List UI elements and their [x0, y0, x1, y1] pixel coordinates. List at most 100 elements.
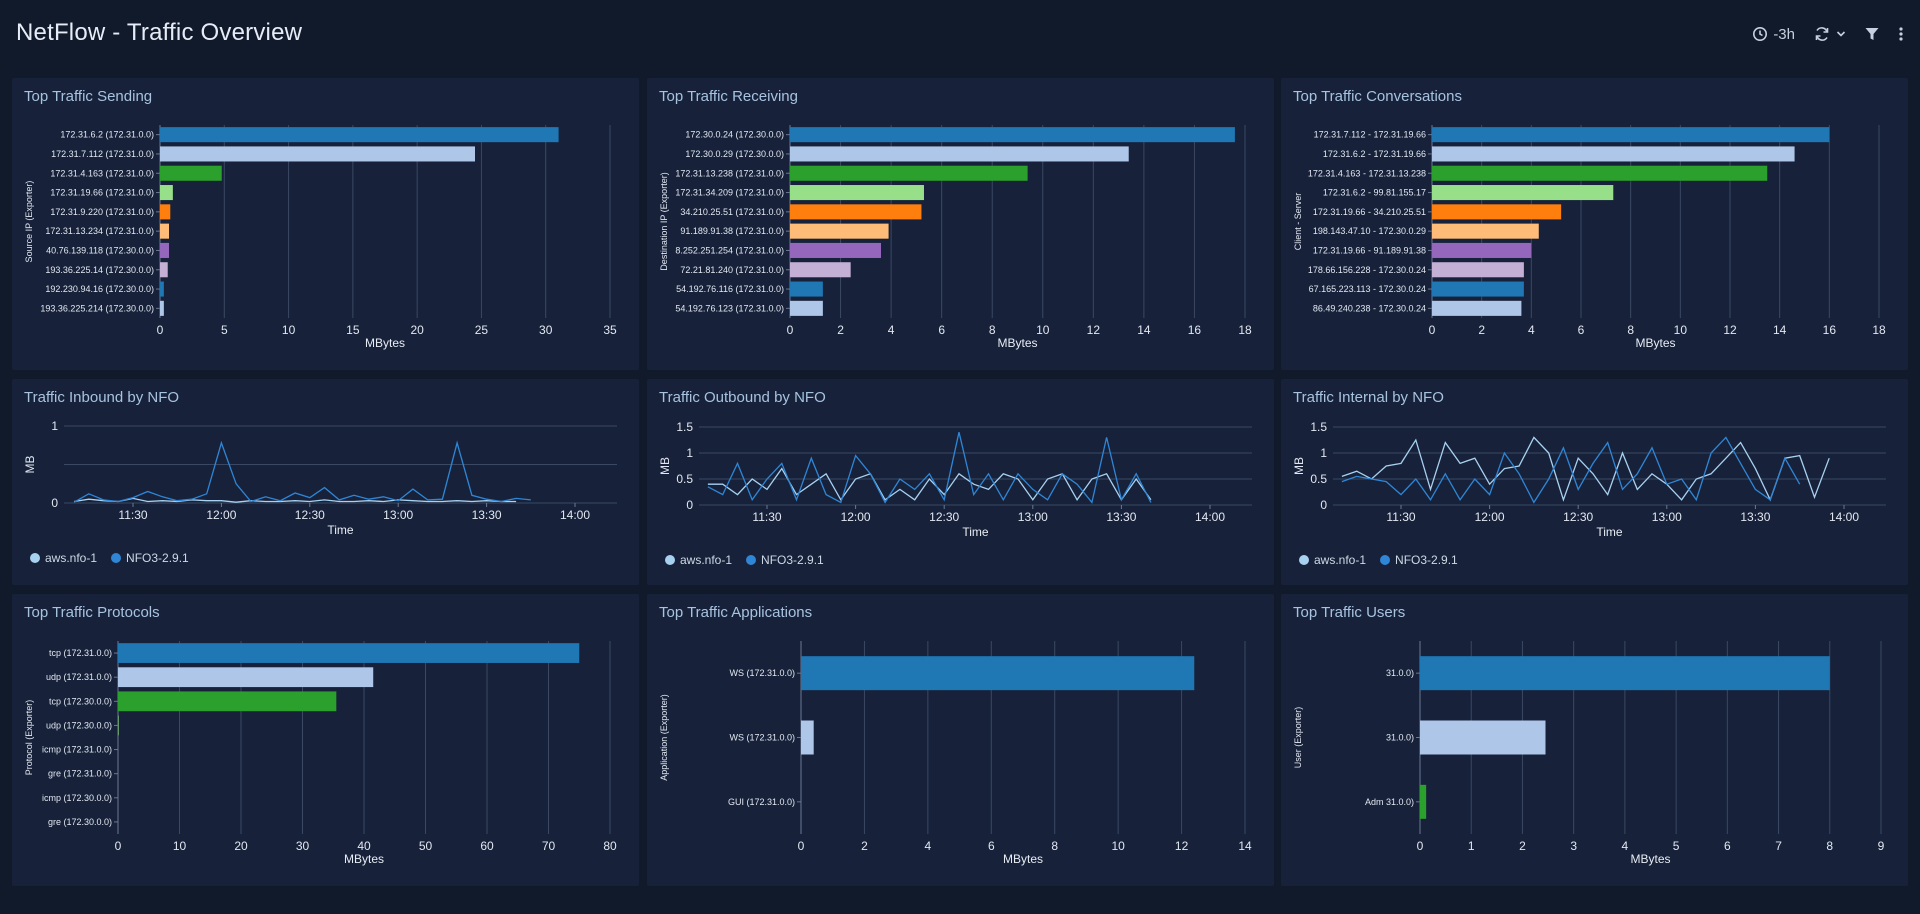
- bar[interactable]: [160, 127, 559, 143]
- y-tick-label: tcp (172.30.0.0): [49, 696, 112, 706]
- bar[interactable]: [1432, 204, 1562, 220]
- bar[interactable]: [790, 223, 889, 239]
- y-tick-label: 67.165.223.113 - 172.30.0.24: [1309, 284, 1426, 294]
- bar[interactable]: [118, 667, 374, 688]
- bar[interactable]: [1432, 281, 1524, 297]
- bar[interactable]: [1420, 784, 1427, 819]
- bar[interactable]: [790, 262, 851, 278]
- bar[interactable]: [790, 300, 823, 316]
- x-axis-label: Time: [327, 523, 354, 537]
- bar[interactable]: [1432, 185, 1614, 201]
- y-axis-label: MB: [658, 457, 672, 475]
- bar[interactable]: [160, 185, 173, 201]
- y-axis-label: Application (Exporter): [659, 694, 669, 781]
- bar[interactable]: [1432, 146, 1795, 162]
- x-tick-label: 18: [1872, 323, 1886, 337]
- series-line[interactable]: [1341, 436, 1801, 504]
- legend-item-nfo3[interactable]: NFO3-2.9.1: [111, 551, 189, 565]
- x-tick-label: 13:30: [1740, 510, 1770, 524]
- series-line[interactable]: [1341, 436, 1830, 502]
- x-tick-label: 13:30: [1106, 510, 1136, 524]
- bar[interactable]: [790, 242, 881, 258]
- legend-item-aws[interactable]: aws.nfo-1: [30, 551, 97, 565]
- bar[interactable]: [1432, 300, 1522, 316]
- y-tick-label: 172.30.0.29 (172.30.0.0): [685, 149, 784, 159]
- x-tick-label: 18: [1238, 323, 1252, 337]
- more-vertical-icon: [1899, 27, 1903, 41]
- x-tick-label: 25: [475, 323, 489, 337]
- bar[interactable]: [1420, 656, 1830, 691]
- panel-title: Traffic Outbound by NFO: [659, 389, 826, 406]
- legend-item-aws[interactable]: aws.nfo-1: [665, 553, 732, 567]
- bar[interactable]: [118, 691, 337, 712]
- x-tick-label: 11:30: [1386, 510, 1415, 524]
- bar-chart: 0 2 4 6 8 10 12 14 16 18 172.30.0.24 (172.30.0.0) 1…: [659, 125, 1252, 350]
- x-tick-label: 15: [346, 323, 360, 337]
- bar[interactable]: [790, 165, 1028, 181]
- y-tick-label: gre (172.30.0.0): [48, 817, 112, 827]
- bar[interactable]: [160, 146, 475, 162]
- y-tick-label: 91.189.91.38 (172.31.0.0): [680, 226, 784, 236]
- y-tick-label: 172.31.7.112 - 172.31.19.66: [1314, 130, 1426, 140]
- y-tick-label: gre (172.31.0.0): [48, 769, 112, 779]
- x-tick-label: 9: [1878, 839, 1885, 853]
- legend-item-aws[interactable]: aws.nfo-1: [1299, 553, 1366, 567]
- bar[interactable]: [160, 281, 164, 297]
- y-axis-label: MB: [23, 456, 37, 474]
- bar[interactable]: [1432, 127, 1830, 143]
- filter-button[interactable]: [1864, 26, 1880, 42]
- y-tick-label: 172.31.9.220 (172.31.0.0): [50, 207, 154, 217]
- bar[interactable]: [118, 715, 119, 736]
- legend-label: NFO3-2.9.1: [761, 553, 824, 567]
- bar[interactable]: [1420, 720, 1546, 755]
- x-tick-label: 0: [157, 323, 164, 337]
- panel-title: Top Traffic Applications: [659, 604, 813, 621]
- legend-item-nfo3[interactable]: NFO3-2.9.1: [746, 553, 824, 567]
- more-options-button[interactable]: [1898, 26, 1904, 42]
- bar[interactable]: [1432, 242, 1532, 258]
- bar[interactable]: [1432, 262, 1524, 278]
- y-tick-label: 172.31.19.66 - 91.189.91.38: [1313, 245, 1426, 255]
- y-tick-label: 172.31.7.112 (172.31.0.0): [51, 149, 154, 159]
- bar[interactable]: [801, 656, 1195, 691]
- x-tick-label: 8: [989, 323, 996, 337]
- bar[interactable]: [160, 165, 222, 181]
- y-tick-label: 172.31.6.2 (172.31.0.0): [60, 130, 154, 140]
- time-range-button[interactable]: -3h: [1752, 26, 1795, 43]
- bar[interactable]: [790, 281, 823, 297]
- refresh-button[interactable]: [1813, 25, 1846, 43]
- bar[interactable]: [160, 223, 169, 239]
- panel-top-traffic-protocols: Top Traffic Protocols 0 10 20 30 40 50 60 70 80 t…: [12, 594, 639, 886]
- series-line[interactable]: [73, 497, 517, 503]
- bar[interactable]: [160, 262, 168, 278]
- bar[interactable]: [160, 300, 164, 316]
- bar[interactable]: [160, 204, 171, 220]
- y-axis-label: User (Exporter): [1293, 707, 1303, 769]
- bar[interactable]: [1432, 165, 1768, 181]
- x-axis-label: Time: [962, 525, 989, 539]
- bar[interactable]: [1432, 223, 1539, 239]
- series-line[interactable]: [707, 432, 1152, 504]
- x-tick-label: 14: [1137, 323, 1151, 337]
- bar[interactable]: [801, 720, 814, 755]
- time-range-label: -3h: [1773, 25, 1795, 43]
- x-tick-label: 14:00: [560, 508, 590, 522]
- header-toolbar: -3h: [1752, 22, 1904, 46]
- legend-swatch: [1380, 555, 1391, 565]
- bar[interactable]: [790, 127, 1235, 143]
- bar[interactable]: [118, 643, 580, 663]
- bar[interactable]: [790, 146, 1129, 162]
- series-line[interactable]: [73, 440, 531, 503]
- bar[interactable]: [790, 185, 924, 201]
- dashboard-header: NetFlow - Traffic Overview -3h: [0, 0, 1920, 70]
- bar[interactable]: [790, 204, 922, 220]
- y-tick-label: 172.31.19.66 - 34.210.25.51: [1313, 207, 1426, 217]
- x-tick-label: 0: [115, 839, 122, 853]
- x-tick-label: 14: [1773, 323, 1787, 337]
- series-line[interactable]: [707, 467, 1152, 502]
- chevron-down-icon: [1836, 31, 1846, 37]
- legend-item-nfo3[interactable]: NFO3-2.9.1: [1380, 553, 1458, 567]
- bar[interactable]: [160, 242, 169, 258]
- clock-icon: [1753, 27, 1768, 41]
- x-tick-label: 80: [603, 839, 617, 853]
